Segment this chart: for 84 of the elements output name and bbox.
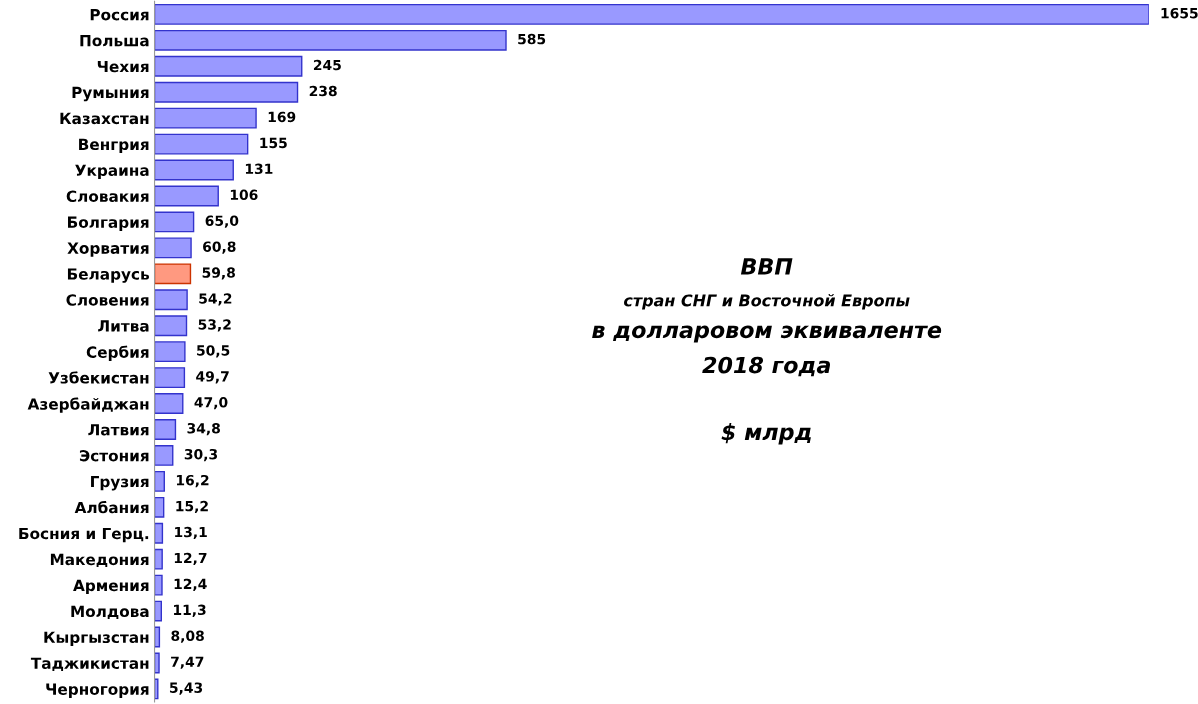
bar: [154, 444, 174, 466]
y-tick-label: Албания: [74, 501, 149, 514]
data-label: 65,0: [205, 215, 239, 228]
data-label: 47,0: [194, 397, 228, 410]
data-label: 7,47: [171, 656, 204, 669]
data-label: 12,4: [174, 578, 207, 591]
bar: [154, 496, 165, 518]
bar: [154, 522, 164, 544]
y-tick-label: Кыргызстан: [44, 631, 149, 647]
bar: [154, 367, 186, 389]
y-tick-label: Босния и Герц.: [19, 527, 149, 543]
y-tick-label: Россия: [90, 9, 149, 21]
y-tick-label: Армения: [73, 579, 149, 595]
y-tick-label: Молдова: [71, 605, 149, 619]
bar: [154, 55, 303, 77]
y-tick-label: Черногория: [46, 683, 149, 698]
bar: [154, 211, 195, 233]
data-label: 54,2: [199, 293, 232, 306]
bar: [154, 133, 249, 155]
data-label: 155: [260, 137, 287, 149]
data-label: 11,3: [174, 604, 206, 617]
bar: [154, 652, 160, 674]
y-tick-label: Словения: [66, 294, 149, 306]
data-label: 30,3: [184, 448, 218, 462]
data-label: 106: [230, 189, 258, 201]
data-label: 13,1: [175, 526, 207, 540]
annotation: $ млрд: [721, 423, 811, 445]
y-tick-label: Чехия: [97, 60, 149, 73]
data-label: 59,8: [202, 267, 235, 280]
bar: [154, 393, 184, 414]
bar: [154, 600, 163, 622]
data-label: 5,43: [169, 682, 203, 695]
data-label: 12,7: [174, 552, 207, 565]
y-tick-label: Украина: [75, 164, 149, 180]
annotation: 2018 года: [702, 356, 830, 377]
y-tick-label: Эстония: [79, 449, 149, 462]
bar: [154, 29, 507, 51]
data-label: 16,2: [176, 474, 209, 488]
text: стран СНГ и Восточной Европы: [624, 294, 910, 310]
y-tick-label: Беларусь: [67, 268, 150, 283]
data-label: 53,2: [198, 319, 231, 332]
bar: [154, 315, 188, 337]
bar: [154, 237, 192, 259]
y-tick-label: Словакия: [66, 190, 149, 203]
y-tick-label: Грузия: [91, 475, 149, 491]
bar: [154, 289, 188, 311]
bar: [154, 548, 163, 570]
bar: [154, 470, 165, 492]
y-tick-label: Латвия: [88, 424, 149, 436]
data-label: 60,8: [203, 241, 236, 254]
bar: [154, 107, 257, 129]
data-label: 131: [245, 163, 273, 175]
data-label: 169: [268, 111, 296, 123]
y-tick-label: Болгария: [68, 216, 149, 231]
y-tick-label: Сербия: [86, 345, 149, 361]
y-tick-label: Венгрия: [79, 138, 149, 154]
bar: [154, 81, 299, 103]
bar: [154, 263, 192, 285]
bar: [154, 3, 1149, 25]
data-label: 585: [518, 33, 546, 45]
text: ВВП: [740, 258, 793, 275]
y-tick-label: Македония: [50, 553, 149, 568]
data-label: 50,5: [197, 345, 230, 358]
data-label: 34,8: [187, 423, 220, 436]
data-label: 1655: [1161, 7, 1198, 19]
data-label: 238: [309, 85, 337, 97]
y-tick-label: Румыния: [72, 86, 149, 102]
y-tick-label: Казахстан: [60, 112, 149, 125]
bar: [154, 419, 177, 440]
bar: [154, 574, 163, 596]
y-tick-label: Литва: [98, 320, 149, 332]
data-label: 15,2: [176, 500, 208, 514]
data-label: 8,08: [171, 630, 204, 643]
y-tick-label: Узбекистан: [48, 371, 149, 384]
bar: [154, 185, 219, 207]
y-tick-label: Таджикистан: [30, 657, 149, 671]
y-tick-label: Хорватия: [67, 242, 149, 257]
data-label: 245: [313, 59, 341, 71]
bar: [154, 159, 234, 181]
y-tick-label: Польша: [80, 34, 149, 47]
y-tick-label: Азербайджан: [27, 397, 149, 413]
annotation: в долларовом эквиваленте: [592, 325, 942, 343]
bar: [154, 341, 186, 363]
data-label: 49,7: [196, 371, 229, 384]
